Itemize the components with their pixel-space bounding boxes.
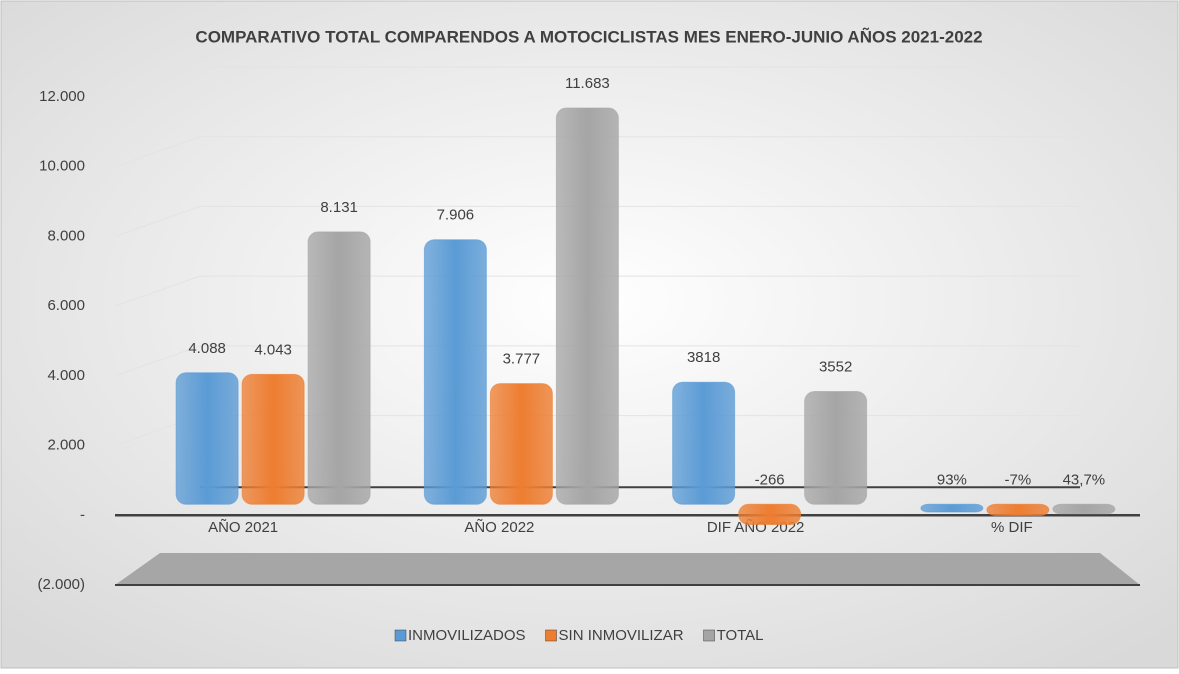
bar xyxy=(1052,503,1116,515)
bar xyxy=(804,390,868,505)
data-label: 3818 xyxy=(687,349,720,366)
grid-line xyxy=(114,345,1080,377)
bar xyxy=(489,383,553,505)
bar xyxy=(555,107,619,505)
data-label: -266 xyxy=(755,471,785,488)
data-label: 4.088 xyxy=(188,340,226,357)
data-label: 93% xyxy=(937,471,967,488)
bar xyxy=(423,239,487,505)
y-tick-label: 10.000 xyxy=(39,158,85,175)
x-tick-label: AÑO 2022 xyxy=(464,519,534,536)
bar xyxy=(175,372,239,505)
data-label: 4.043 xyxy=(254,341,292,358)
y-tick-label: 8.000 xyxy=(47,227,85,244)
grid-line xyxy=(114,205,1080,237)
chart-title: COMPARATIVO TOTAL COMPARENDOS A MOTOCICL… xyxy=(195,26,982,46)
grid-line xyxy=(114,275,1080,307)
legend-swatch xyxy=(545,629,557,642)
data-label: 3552 xyxy=(819,358,852,375)
y-tick-label: 2.000 xyxy=(47,437,85,454)
data-label: -7% xyxy=(1005,471,1032,488)
bar xyxy=(307,231,371,505)
legend-swatch xyxy=(394,629,407,642)
bar xyxy=(738,503,802,526)
legend-swatch xyxy=(703,629,715,642)
y-tick-label: (2.000) xyxy=(37,576,85,593)
y-tick-label: 4.000 xyxy=(47,367,85,384)
legend-label: INMOVILIZADOS xyxy=(408,627,526,644)
bar xyxy=(920,503,984,513)
legend-label: TOTAL xyxy=(717,627,764,644)
grid-line xyxy=(114,66,1080,98)
bar xyxy=(986,503,1050,517)
legend-label: SIN INMOVILIZAR xyxy=(559,627,684,644)
x-tick-label: % DIF xyxy=(991,519,1033,536)
floor xyxy=(115,553,1140,585)
data-label: 7.906 xyxy=(437,207,475,224)
data-label: 43,7% xyxy=(1063,471,1106,488)
data-label: 11.683 xyxy=(565,75,610,92)
data-label: 8.131 xyxy=(320,199,358,216)
y-tick-label: 12.000 xyxy=(39,88,85,105)
y-tick-label: - xyxy=(80,506,85,523)
grid-line xyxy=(114,136,1080,168)
x-tick-label: AÑO 2021 xyxy=(208,519,278,536)
data-label: 3.777 xyxy=(503,351,541,368)
bar xyxy=(241,373,305,505)
bar xyxy=(672,381,736,505)
y-tick-label: 6.000 xyxy=(47,297,85,314)
